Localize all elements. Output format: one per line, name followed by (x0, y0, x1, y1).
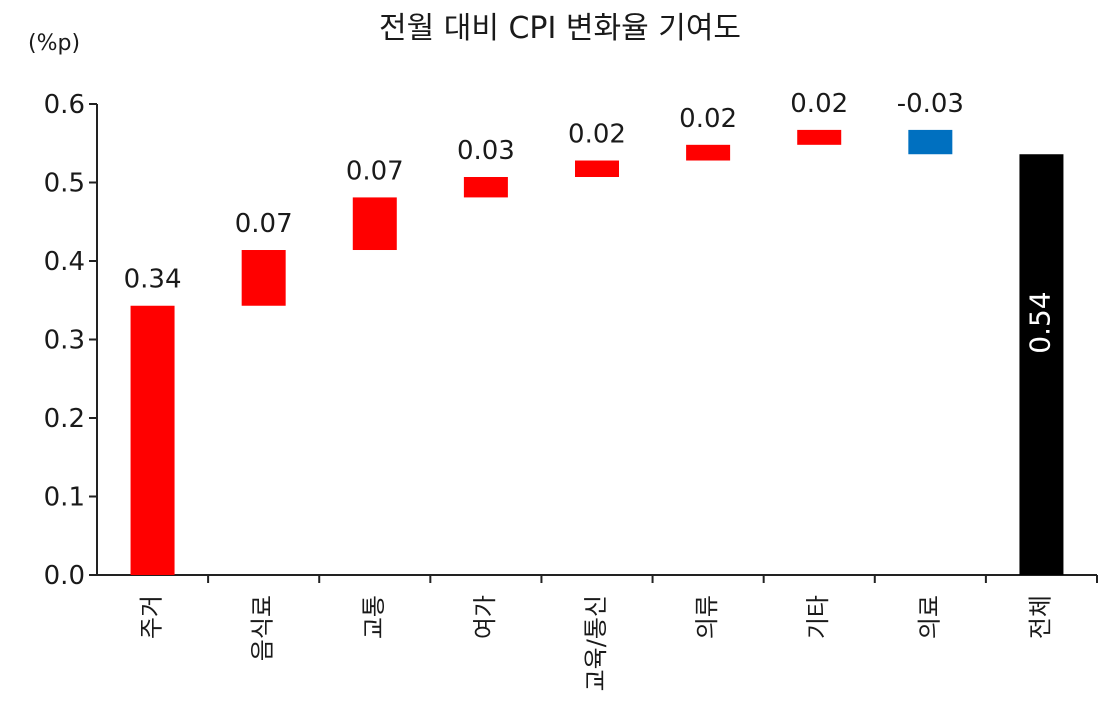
bar (241, 250, 286, 306)
data-label: 0.02 (790, 89, 848, 119)
y-axis: 0.0 0.1 0.2 0.3 0.4 0.5 0.6 (44, 90, 98, 591)
data-label: -0.03 (897, 89, 964, 119)
bar (1019, 154, 1064, 576)
x-category-label: 의류 (693, 595, 721, 639)
x-category-label: 의료 (915, 595, 943, 639)
bar (797, 129, 842, 145)
bar (686, 144, 731, 161)
data-label: 0.34 (124, 265, 182, 295)
bar (352, 197, 397, 251)
x-category-label: 주거 (138, 595, 166, 639)
x-category-label: 음식료 (249, 595, 277, 661)
bar (908, 129, 953, 155)
chart-title: 전월 대비 CPI 변화율 기여도 (379, 11, 741, 46)
bar (575, 160, 619, 178)
y-tick-label: 0.2 (44, 404, 85, 434)
bar (130, 305, 175, 575)
y-tick-label: 0.5 (44, 169, 85, 199)
y-tick-label: 0.0 (44, 561, 85, 591)
x-category-label: 교육/통신 (582, 595, 610, 691)
data-label: 0.03 (457, 136, 515, 166)
x-category-label: 여가 (471, 595, 499, 639)
x-axis: 주거 음식료 교통 여가 교육/통신 의류 기타 의료 전체 (97, 574, 1098, 691)
data-label: 0.07 (235, 209, 293, 239)
bar (463, 177, 508, 198)
data-labels: 0.34 0.07 0.07 0.03 0.02 0.02 0.02 -0.03 0.54 (124, 89, 1057, 354)
bars (130, 129, 1064, 576)
y-tick-label: 0.4 (44, 247, 85, 277)
x-category-label: 기타 (804, 595, 832, 639)
data-label: 0.02 (679, 104, 737, 134)
y-tick-label: 0.1 (44, 483, 85, 513)
y-tick-label: 0.3 (44, 326, 85, 356)
data-label: 0.54 (1023, 291, 1056, 353)
x-category-label: 전체 (1026, 595, 1054, 639)
y-axis-unit: (%p) (28, 31, 80, 56)
data-label: 0.07 (346, 156, 404, 186)
y-tick-label: 0.6 (44, 90, 85, 120)
x-category-label: 교통 (360, 595, 388, 639)
data-label: 0.02 (568, 120, 626, 150)
